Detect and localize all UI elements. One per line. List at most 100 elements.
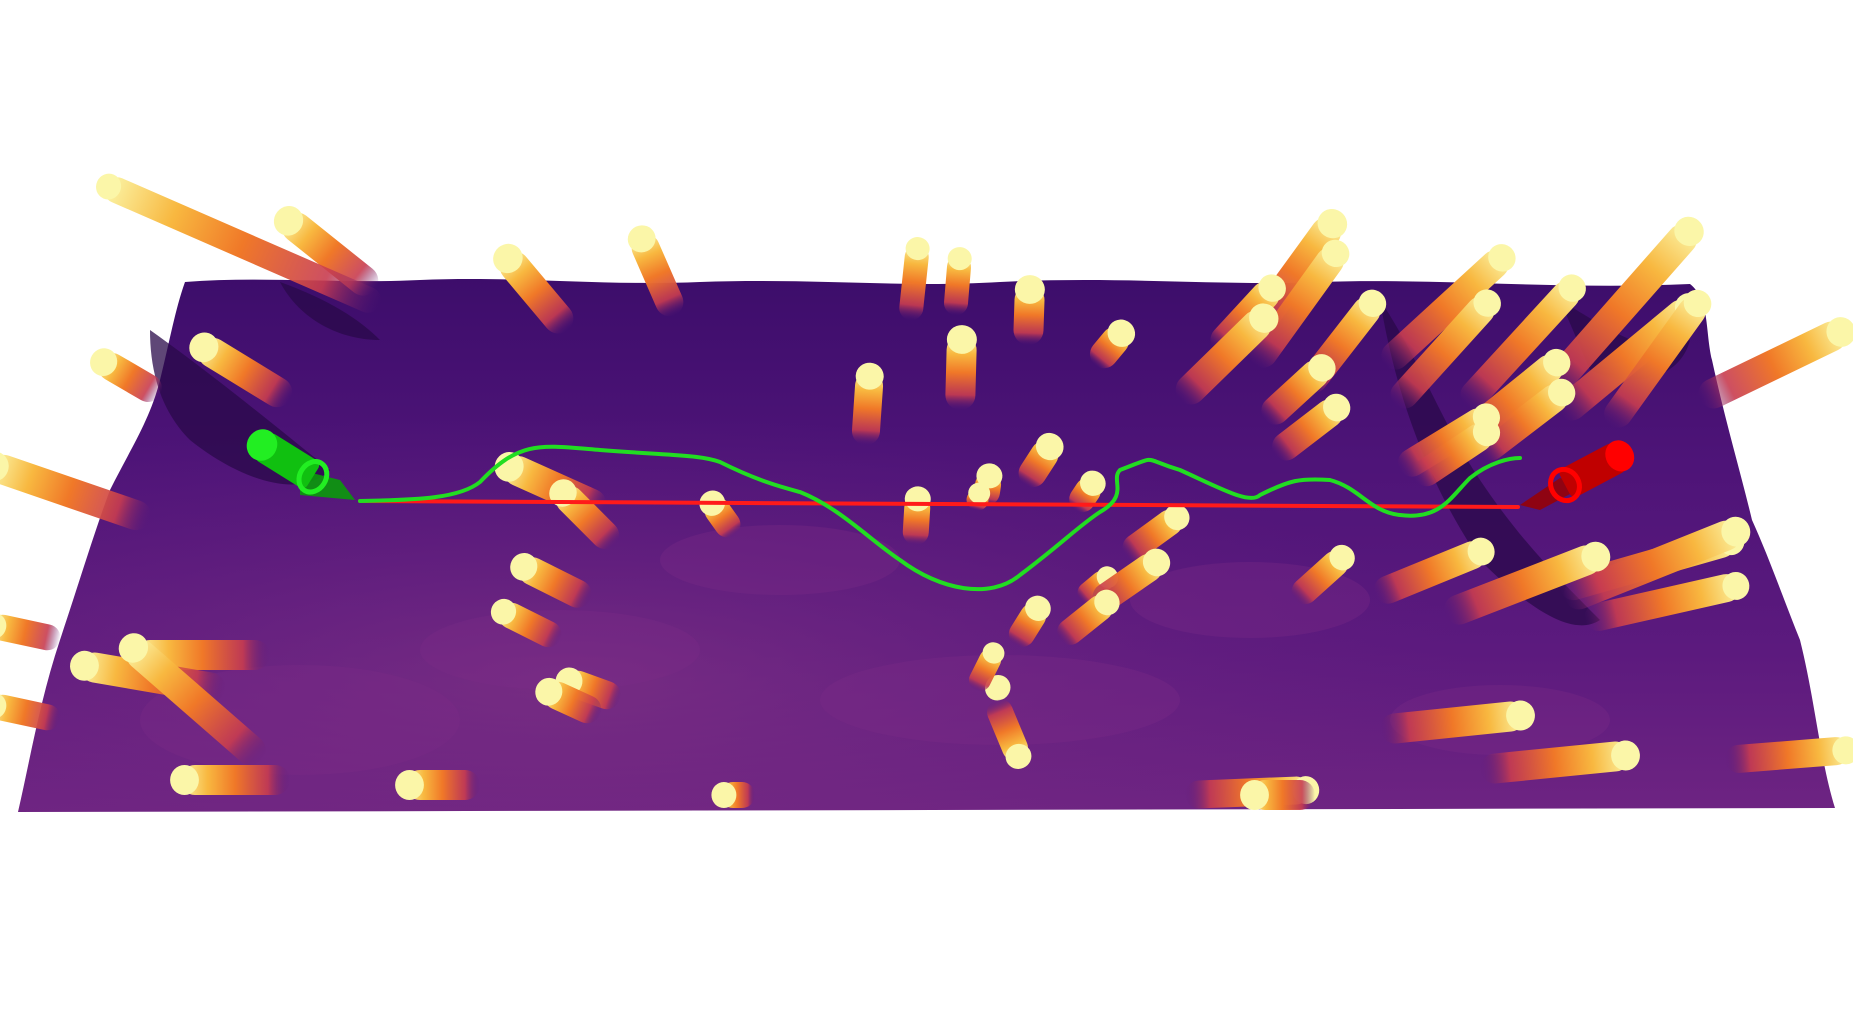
obstacle-column — [1018, 432, 1064, 488]
obstacle-column — [510, 552, 592, 608]
obstacle-cap — [118, 633, 149, 663]
obstacle-body — [0, 694, 61, 731]
obstacle-body — [1272, 399, 1343, 461]
obstacle-body — [499, 251, 574, 334]
obstacle-cap — [1488, 244, 1516, 272]
obstacle-column — [1390, 289, 1501, 409]
obstacle-column — [90, 348, 162, 402]
obstacle-column — [1477, 378, 1576, 461]
obstacle-body — [899, 244, 929, 321]
obstacle-body — [1479, 741, 1631, 784]
obstacle-column — [273, 206, 379, 296]
obstacle-column — [1240, 780, 1315, 810]
obstacle-body — [1412, 423, 1493, 487]
obstacle-cap — [1358, 289, 1387, 317]
obstacle-cap — [1674, 216, 1704, 247]
obstacle-body — [1443, 545, 1602, 625]
obstacle-cap — [90, 348, 118, 376]
goal-marker-ring — [1548, 466, 1582, 504]
obstacle-cap — [1240, 780, 1269, 810]
terrain-shadow — [280, 282, 380, 340]
obstacle-column — [490, 598, 562, 648]
obstacle-column — [968, 642, 1005, 692]
obstacle-column — [1122, 504, 1190, 561]
path-layer — [358, 444, 1522, 592]
obstacle-body — [0, 454, 151, 531]
obstacle-cap — [968, 482, 991, 504]
obstacle-body — [1390, 296, 1495, 409]
goal-marker-icon — [1520, 440, 1635, 510]
obstacle-body — [1381, 250, 1509, 370]
obstacle-cap — [549, 479, 577, 507]
obstacle-cap — [493, 243, 523, 274]
start-marker-icon — [246, 429, 355, 500]
obstacle-cap — [1107, 319, 1136, 347]
obstacle-cap — [711, 782, 737, 808]
obstacle-cap — [1079, 470, 1106, 496]
obstacle-column — [189, 332, 293, 408]
obstacle-body — [1477, 384, 1568, 461]
terrain-patch — [420, 610, 700, 690]
terrain-layer — [18, 279, 1835, 813]
obstacle-cap — [976, 463, 1003, 489]
obstacle-cap — [70, 650, 99, 681]
obstacle-column — [1089, 319, 1136, 369]
obstacle-cap — [490, 598, 517, 625]
obstacle-column — [170, 765, 290, 795]
obstacle-cap — [0, 692, 7, 719]
obstacle-column — [945, 325, 977, 411]
obstacle-cap — [0, 612, 7, 639]
obstacle-body — [0, 614, 61, 651]
obstacle-cap — [982, 642, 1005, 664]
obstacle-column — [899, 237, 930, 321]
obstacle-body — [1175, 310, 1272, 405]
obstacle-cap — [494, 451, 524, 482]
obstacle-cap — [1094, 589, 1120, 616]
obstacle-cap — [1035, 432, 1064, 461]
obstacle-cap — [1683, 289, 1712, 318]
obstacle-cap — [1014, 275, 1045, 304]
obstacle-cap — [1722, 571, 1750, 600]
obstacle-cap — [1611, 740, 1640, 771]
obstacle-cap — [1258, 274, 1286, 302]
obstacle-body — [1563, 520, 1742, 610]
obstacle-cap — [1323, 393, 1351, 422]
obstacle-cap — [273, 206, 304, 236]
obstacle-column — [1381, 244, 1516, 370]
obstacle-cap — [96, 173, 122, 200]
obstacle-body — [103, 177, 382, 313]
obstacle-column — [0, 612, 61, 651]
obstacle-cap — [905, 237, 930, 261]
obstacle-cap — [1581, 541, 1611, 572]
obstacle-column — [1291, 544, 1355, 605]
obstacle-cap — [1548, 378, 1576, 407]
obstacle-column — [902, 486, 931, 546]
obstacle-cap — [1558, 274, 1586, 302]
obstacle-column — [1563, 516, 1751, 610]
obstacle-column — [627, 225, 684, 317]
start-marker-cap — [246, 429, 278, 461]
obstacle-body — [126, 639, 266, 766]
obstacle-cap — [946, 325, 977, 354]
obstacle-cap — [510, 552, 538, 581]
obstacle-body — [405, 770, 480, 800]
obstacle-column — [1261, 354, 1336, 425]
obstacle-column — [1272, 393, 1351, 461]
obstacle-cap — [1467, 537, 1495, 566]
obstacle-column — [1443, 541, 1611, 625]
obstacle-cap — [1721, 516, 1751, 547]
obstacle-body — [1698, 321, 1847, 409]
obstacle-column — [1008, 595, 1051, 647]
obstacle-body — [197, 337, 293, 408]
obstacle-cap — [1506, 700, 1535, 731]
start-marker-ring — [296, 459, 330, 495]
obstacle-column — [1013, 275, 1045, 346]
obstacle-column — [1584, 571, 1750, 631]
obstacle-column — [535, 677, 602, 724]
obstacle-cap — [627, 225, 656, 253]
obstacle-cap — [1025, 595, 1051, 621]
obstacle-column — [851, 362, 884, 446]
obstacle-cap — [1308, 354, 1336, 382]
obstacle-column — [118, 633, 266, 766]
obstacle-column — [1175, 303, 1279, 405]
